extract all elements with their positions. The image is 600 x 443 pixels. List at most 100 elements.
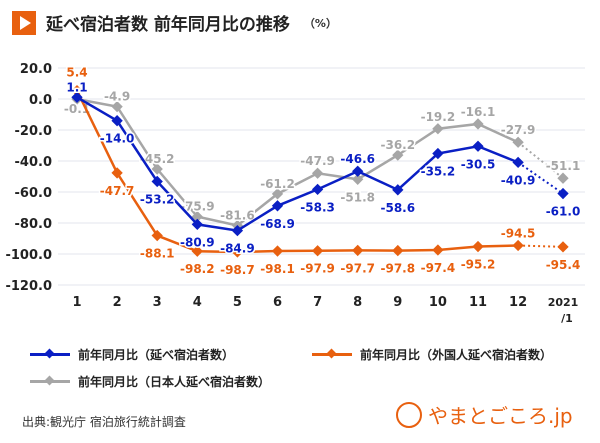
- data-label: -47.7: [100, 184, 135, 198]
- data-label: -27.9: [501, 123, 536, 137]
- data-point: [231, 246, 244, 258]
- data-label: -68.9: [260, 217, 295, 231]
- legend-swatch: [30, 353, 70, 356]
- series-line: [76, 97, 519, 227]
- series-line: [75, 90, 519, 254]
- data-point: [352, 165, 364, 177]
- data-point: [557, 187, 569, 200]
- x-tick-label: 7: [313, 295, 322, 310]
- data-label: -40.9: [501, 173, 536, 187]
- y-tick-label: -100.0: [5, 248, 52, 263]
- data-point: [271, 188, 284, 200]
- data-point: [432, 147, 444, 160]
- data-point: [191, 210, 203, 223]
- data-label: -58.3: [300, 200, 335, 214]
- data-point: [311, 183, 324, 196]
- data-point: [352, 173, 364, 185]
- data-label: -97.7: [340, 261, 375, 275]
- data-label: -88.1: [140, 247, 175, 261]
- y-tick-label: -20.0: [15, 124, 52, 139]
- data-point: [151, 175, 163, 188]
- data-point: [392, 244, 404, 257]
- x-tick-label: 2: [113, 295, 122, 310]
- data-label: 5.4: [66, 66, 87, 80]
- series-dotted-segment: [517, 161, 564, 195]
- data-point: [191, 218, 203, 231]
- data-label: -97.4: [421, 261, 456, 275]
- logo-text: やまとごころ.jp: [428, 404, 573, 428]
- legend-label: 前年同月比（日本人延べ宿泊者数）: [78, 375, 271, 389]
- data-label: -30.5: [461, 157, 496, 171]
- x-tick-label: 9: [393, 295, 402, 310]
- data-point: [151, 229, 163, 242]
- legend-item-foreign: 前年同月比（外国人延べ宿泊者数）: [312, 346, 552, 363]
- legend-label: 前年同月比（延べ宿泊者数）: [78, 348, 235, 362]
- x-tick-label: 5: [233, 295, 242, 310]
- data-point: [512, 239, 524, 252]
- x-tick-label: 8: [353, 295, 362, 310]
- x-tick-label: 2021: [548, 296, 579, 309]
- data-point: [472, 140, 484, 152]
- x-tick-label: 4: [193, 295, 202, 310]
- title-text: 延べ宿泊者数 前年同月比の推移: [46, 15, 290, 35]
- data-label: -14.0: [100, 132, 135, 146]
- data-label: -98.7: [220, 263, 255, 277]
- data-label: -94.5: [501, 226, 536, 240]
- data-label: -58.6: [381, 201, 416, 215]
- x-tick-label: 11: [469, 295, 487, 310]
- data-point: [352, 244, 364, 257]
- data-label: -80.9: [180, 235, 215, 249]
- data-label: -95.2: [461, 258, 496, 272]
- data-point: [512, 156, 524, 169]
- data-label: 1.1: [66, 80, 87, 94]
- data-label: -97.8: [381, 262, 416, 276]
- legend-label: 前年同月比（外国人延べ宿泊者数）: [360, 348, 553, 362]
- y-tick-label: -40.0: [15, 155, 52, 170]
- data-point: [557, 241, 569, 253]
- data-label: -36.2: [381, 138, 416, 152]
- data-label: -97.9: [300, 262, 335, 276]
- x-tick-label: 1: [72, 295, 81, 310]
- y-tick-label: -120.0: [5, 279, 52, 294]
- data-label: -61.0: [546, 205, 581, 219]
- data-label: -61.2: [260, 177, 295, 191]
- data-label: -53.2: [140, 192, 175, 206]
- data-label: -51.1: [546, 159, 581, 173]
- y-tick-label: -60.0: [15, 186, 52, 201]
- legend-item-total: 前年同月比（延べ宿泊者数）: [30, 346, 234, 363]
- y-tick-label: 0.0: [29, 93, 52, 108]
- x-tick-label: 3: [153, 295, 162, 310]
- x-tick-label: /1: [561, 312, 573, 325]
- data-point: [271, 245, 284, 257]
- data-point: [472, 240, 484, 253]
- legend-item-japanese: 前年同月比（日本人延べ宿泊者数）: [30, 373, 270, 390]
- logo: やまとごころ.jp: [396, 400, 573, 429]
- data-label: -4.9: [104, 90, 130, 104]
- data-point: [392, 184, 404, 196]
- x-tick-label: 10: [429, 295, 447, 310]
- data-label: -98.1: [260, 262, 295, 276]
- data-label: -98.2: [180, 262, 215, 276]
- data-point: [191, 245, 203, 257]
- chart-title: 延べ宿泊者数 前年同月比の推移 （%）: [12, 10, 337, 35]
- x-tick-label: 12: [509, 295, 527, 310]
- data-point: [432, 244, 444, 256]
- legend-swatch: [30, 380, 70, 383]
- data-point: [392, 149, 404, 161]
- source-note: 出典:観光庁 宿泊旅行統計調査: [22, 415, 186, 429]
- x-tick-label: 6: [273, 295, 282, 310]
- play-icon: [12, 10, 36, 35]
- data-point: [231, 224, 244, 237]
- unit-label: （%）: [303, 16, 337, 30]
- data-label: -46.6: [340, 152, 375, 166]
- data-label: -16.1: [461, 105, 496, 119]
- y-tick-label: 20.0: [20, 62, 52, 77]
- data-label: -35.2: [421, 165, 456, 179]
- data-point: [151, 163, 163, 175]
- series-dotted-segment: [518, 244, 564, 248]
- legend-swatch: [312, 353, 352, 356]
- data-label: -47.9: [300, 154, 335, 168]
- data-point: [271, 200, 284, 212]
- data-label: -51.8: [340, 190, 375, 204]
